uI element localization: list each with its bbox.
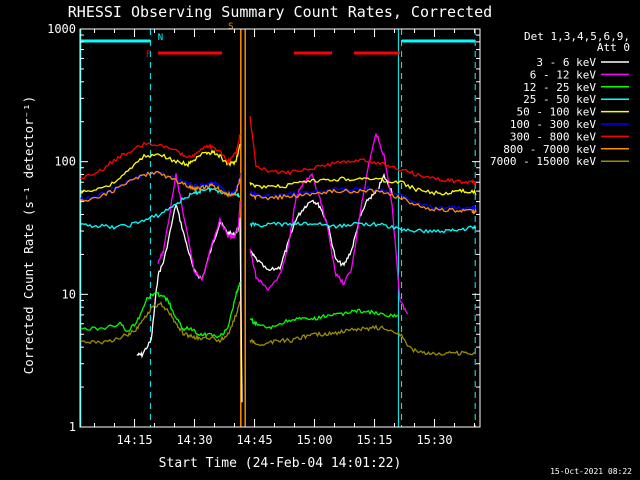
y-tick-label: 100 xyxy=(54,155,76,169)
series-line xyxy=(249,176,477,196)
series-line xyxy=(79,143,241,194)
y-tick-label: 10 xyxy=(62,287,76,301)
series-line xyxy=(79,171,241,203)
legend-label: 7000 - 15000 keV xyxy=(490,155,596,168)
flag-label-n: N xyxy=(158,33,163,43)
x-tick-label: 15:15 xyxy=(356,433,392,447)
series-line xyxy=(79,281,241,339)
legend-label: 12 - 25 keV xyxy=(523,81,596,94)
legend-label: 25 - 50 keV xyxy=(523,93,596,106)
x-axis-label: Start Time (24-Feb-04 14:01:22) xyxy=(159,456,402,471)
x-axis: 14:15 14:30 14:45 15:00 15:15 15:30 xyxy=(94,29,476,447)
legend-label: 6 - 12 keV xyxy=(530,68,597,81)
flag-label-f: F xyxy=(146,50,151,60)
series-line xyxy=(249,221,477,234)
y-tick-label: 1000 xyxy=(47,22,76,36)
x-tick-label: 15:00 xyxy=(296,433,332,447)
x-tick-label: 15:30 xyxy=(416,433,452,447)
series-line xyxy=(79,301,241,345)
chart-title: RHESSI Observing Summary Count Rates, Co… xyxy=(68,3,492,21)
flag-label-s: S xyxy=(228,22,233,32)
y-axis: 1 10 100 1000 xyxy=(47,22,480,434)
x-tick-label: 14:15 xyxy=(116,433,152,447)
series-line xyxy=(249,188,477,215)
x-tick-label: 14:45 xyxy=(236,433,272,447)
series-lines xyxy=(79,116,477,403)
y-tick-label: 1 xyxy=(69,420,76,434)
series-line xyxy=(249,324,477,356)
legend-header-line1: Det 1,3,4,5,6,9, xyxy=(524,30,630,43)
series-line xyxy=(79,171,241,201)
legend-label: 300 - 800 keV xyxy=(510,130,596,143)
legend-label: 100 - 300 keV xyxy=(510,118,596,131)
x-tick-label: 14:30 xyxy=(176,433,212,447)
series-line xyxy=(249,132,409,315)
series-line xyxy=(157,173,241,282)
plot-frame xyxy=(79,28,481,428)
timestamp-footer: 15-Oct-2021 08:22 xyxy=(550,467,632,476)
legend-header-line2: Att 0 xyxy=(597,41,630,54)
series-line xyxy=(249,185,477,212)
series-line xyxy=(80,134,241,180)
legend-label: 3 - 6 keV xyxy=(536,56,596,69)
series-line xyxy=(249,308,399,330)
y-axis-label: Corrected Count Rate (s⁻¹ detector⁻¹) xyxy=(21,96,36,374)
legend-label: 800 - 7000 keV xyxy=(503,143,596,156)
legend-label: 50 - 100 keV xyxy=(517,106,597,119)
series-line xyxy=(249,116,477,186)
